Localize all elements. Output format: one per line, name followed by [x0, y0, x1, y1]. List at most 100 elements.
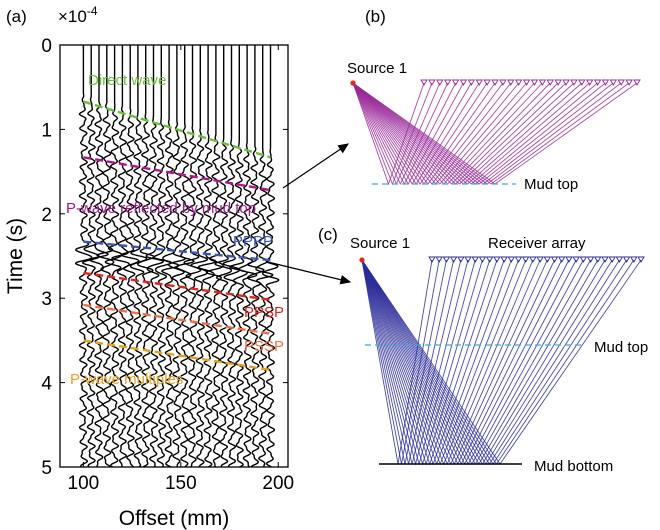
receiver-marker [435, 79, 444, 86]
ray-path [352, 82, 606, 185]
y-axis-label: Time (s) [4, 218, 27, 294]
source-marker-c [359, 257, 365, 263]
ray-path [361, 259, 642, 465]
source-label-b: Source 1 [347, 60, 407, 77]
receiver-marker [593, 256, 602, 263]
receiver-marker [601, 79, 610, 86]
y-tick-label: 3 [41, 289, 52, 310]
trace [214, 45, 233, 467]
receiver-marker [435, 256, 444, 263]
receiver-marker [464, 256, 472, 263]
receiver-marker [522, 79, 531, 86]
receiver-marker [557, 256, 566, 263]
receiver-marker [459, 79, 468, 86]
receiver-marker [536, 256, 544, 263]
receiver-marker [530, 79, 539, 86]
y-exponent-label: ×10-4 [58, 4, 98, 26]
ray-path [352, 82, 527, 185]
receiver-marker [608, 256, 616, 263]
receiver-marker [577, 79, 586, 86]
trace [175, 45, 195, 467]
y-tick-label: 4 [41, 374, 52, 395]
y-axis-ticks: 0 1 2 3 4 5 [41, 36, 288, 479]
direct-wave-label: Direct wave [88, 72, 166, 89]
trace [129, 45, 148, 467]
receiver-marker [478, 256, 487, 263]
trace [197, 45, 217, 467]
x-tick-label: 150 [165, 473, 197, 494]
p-reflected-label: P-wave reflected by mud top [66, 200, 256, 217]
receiver-marker [562, 79, 570, 86]
trace [111, 45, 130, 467]
receiver-marker [629, 256, 638, 263]
receiver-marker [457, 256, 465, 263]
ray-path [352, 82, 464, 185]
receiver-marker [514, 256, 523, 263]
receiver-marker [491, 79, 499, 86]
ray-path [352, 82, 551, 185]
receiver-marker [570, 79, 578, 86]
receiver-marker [585, 79, 594, 86]
ray-path [352, 82, 512, 185]
receiver-marker [475, 79, 484, 86]
pick-line-direct-wave [83, 100, 271, 159]
receiver-marker [546, 79, 555, 86]
receiver-marker [554, 79, 562, 86]
receiver-marker [550, 256, 559, 263]
x-tick-label: 100 [68, 473, 100, 494]
receiver-marker [572, 256, 580, 263]
pick-line-pppp [83, 240, 271, 262]
trace [96, 45, 115, 467]
mud-top-label-c: Mud top [594, 339, 648, 356]
ray-path [352, 82, 630, 185]
ray-path [352, 82, 488, 185]
trace [247, 45, 265, 467]
receiver-marker [586, 256, 595, 263]
trace [205, 45, 224, 467]
trace [88, 45, 109, 467]
receiver-marker [579, 256, 588, 263]
pppp-label: PPPP [233, 233, 273, 250]
ray-path [352, 82, 425, 186]
x-tick-label: 200 [262, 473, 294, 494]
y-tick-label: 1 [41, 120, 52, 141]
pick-line-p-reflected [83, 156, 271, 192]
receiver-marker [633, 79, 641, 86]
receiver-marker [428, 256, 436, 263]
receiver-marker [451, 79, 460, 86]
trace [161, 45, 180, 467]
receiver-marker [625, 79, 633, 86]
receiver-marker [443, 79, 452, 86]
y-tick-label: 5 [41, 458, 52, 479]
arrow-to-panel-b [282, 143, 349, 189]
trace [145, 45, 164, 467]
receiver-marker [467, 79, 476, 86]
trace [190, 45, 209, 467]
receiver-marker [499, 79, 507, 86]
receiver-marker [637, 256, 645, 263]
plot-frame [59, 44, 289, 468]
mud-top-label-b: Mud top [524, 176, 578, 193]
receiver-marker [622, 256, 631, 263]
receiver-marker [601, 256, 609, 263]
trace [255, 45, 274, 467]
pick-line-multiples [83, 339, 271, 372]
ppsp-label: PPSP [244, 304, 284, 321]
receiver-marker [514, 79, 523, 86]
receiver-marker [507, 256, 516, 263]
receiver-array-label-c: Receiver array [488, 235, 586, 252]
trace [74, 45, 93, 467]
y-tick-label: 2 [41, 205, 52, 226]
receiver-marker [506, 79, 515, 86]
ray-path [352, 82, 449, 186]
receiver-marker [500, 256, 508, 263]
ray-diagram-c [361, 256, 645, 466]
receiver-marker [420, 79, 428, 86]
pick-line-ppsp [83, 271, 271, 302]
receiver-marker [521, 256, 530, 263]
ray-path [361, 259, 620, 465]
receiver-marker [485, 256, 494, 263]
receiver-marker [442, 256, 451, 263]
receiver-marker [543, 256, 552, 263]
